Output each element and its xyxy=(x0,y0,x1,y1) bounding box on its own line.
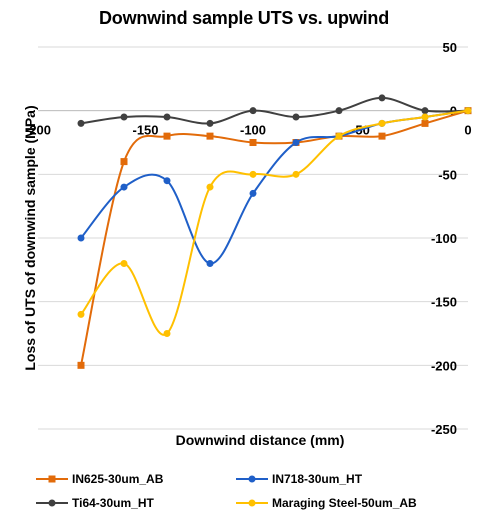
series-1-point-4 xyxy=(249,189,257,197)
series-2-point-0 xyxy=(77,119,85,127)
x-tick-label-0: -200 xyxy=(25,123,51,138)
series-2-point-3 xyxy=(206,119,214,127)
y-tick-label-2: -50 xyxy=(438,167,457,182)
series-0-point-2 xyxy=(163,132,171,140)
legend-item-2: Ti64-30um_HT xyxy=(36,494,154,512)
legend-item-1: IN718-30um_HT xyxy=(236,470,362,488)
x-tick-label-1: -150 xyxy=(132,123,158,138)
y-tick-label-5: -200 xyxy=(431,358,457,373)
series-0-point-8 xyxy=(421,119,429,127)
series-line-2 xyxy=(80,96,469,125)
series-0-point-3 xyxy=(206,132,214,140)
series-1-point-3 xyxy=(206,259,214,267)
y-tick-label-6: -250 xyxy=(431,422,457,437)
y-tick-label-3: -100 xyxy=(431,231,457,246)
series-2-point-2 xyxy=(163,113,171,121)
legend-item-3: Maraging Steel-50um_AB xyxy=(236,494,417,512)
series-0-point-1 xyxy=(120,158,128,166)
x-axis-label: Downwind distance (mm) xyxy=(175,432,345,448)
series-2-point-4 xyxy=(249,107,257,115)
series-0-point-0 xyxy=(77,361,85,369)
series-1-point-2 xyxy=(163,177,171,185)
legend-swatch-2 xyxy=(36,499,68,507)
series-3-point-8 xyxy=(421,113,429,121)
x-tick-label-2: -100 xyxy=(240,123,266,138)
series-2-point-5 xyxy=(292,113,300,121)
legend-swatch-3 xyxy=(236,499,268,507)
legend-label-3: Maraging Steel-50um_AB xyxy=(272,496,417,510)
series-3-point-5 xyxy=(292,170,300,178)
series-2-point-7 xyxy=(378,94,386,102)
x-tick-label-4: 0 xyxy=(464,123,471,138)
legend: IN625-30um_AB IN718-30um_HT Ti64-30um_HT Ma… xyxy=(36,470,476,514)
series-3-point-6 xyxy=(335,132,343,140)
series-3-point-2 xyxy=(163,330,171,337)
series-3-point-7 xyxy=(378,119,386,127)
series-2-point-6 xyxy=(335,107,343,115)
legend-swatch-0 xyxy=(36,475,68,483)
legend-item-0: IN625-30um_AB xyxy=(36,470,163,488)
series-3-point-0 xyxy=(77,310,85,318)
y-tick-label-4: -150 xyxy=(431,295,457,310)
plot-area: 500-50-100-150-200-250-200 -150 -100 -50 0 xyxy=(25,40,472,437)
series-1-point-1 xyxy=(120,183,128,191)
series-3-point-3 xyxy=(206,183,214,191)
legend-label-2: Ti64-30um_HT xyxy=(72,496,154,510)
series-1-point-5 xyxy=(292,139,300,146)
series-2-point-1 xyxy=(120,113,128,121)
series-0-point-7 xyxy=(378,132,386,140)
series-3-point-1 xyxy=(120,259,128,267)
legend-label-1: IN718-30um_HT xyxy=(272,472,363,486)
series-3-point-4 xyxy=(249,170,257,178)
series-3-point-9 xyxy=(464,107,472,115)
y-tick-label-0: 50 xyxy=(443,40,457,55)
legend-swatch-1 xyxy=(236,475,268,483)
legend-label-0: IN625-30um_AB xyxy=(72,472,164,486)
series-0-point-4 xyxy=(249,139,257,146)
series-2-point-8 xyxy=(421,107,429,115)
series-1-point-0 xyxy=(77,234,85,242)
chart-title: Downwind sample UTS vs. upwind xyxy=(98,8,390,28)
